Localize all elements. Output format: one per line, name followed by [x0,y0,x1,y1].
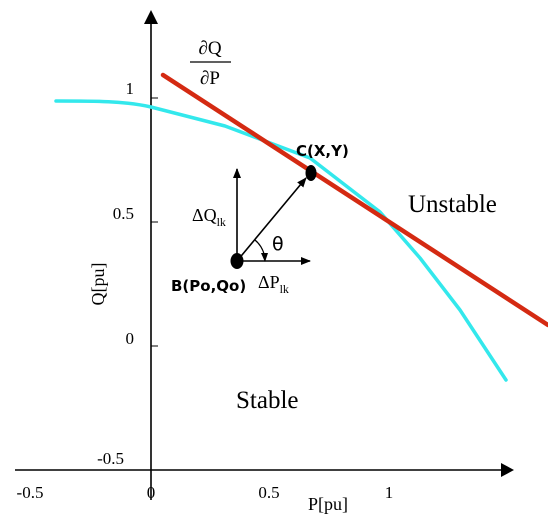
y-tick-label: 0 [126,329,135,348]
tangent-line [160,72,548,328]
x-tick-label: -0.5 [17,483,44,502]
pq-curve [54,99,508,382]
x-tick-label: 0.5 [258,483,279,502]
theta-arc-arrow-icon [261,253,268,262]
theta-label: θ [272,233,284,255]
bc-vector-arrow [236,177,307,262]
y-tick-label: 1 [126,79,135,98]
x-axis-arrow-icon [501,463,514,477]
unstable-region-label: Unstable [408,191,497,218]
point-b-marker [230,253,244,269]
y-axis-arrow-icon [144,10,158,24]
x-tick-label: 1 [385,483,394,502]
x-tick-label: 0 [147,483,156,502]
point-b-label: B(Po,Qo) [171,277,246,295]
y-axis-label: Q[pu] [88,263,108,306]
point-c-marker [305,165,317,181]
dp-label: ΔPlk [258,272,289,296]
stable-region-label: Stable [236,387,299,414]
x-axis-label: P[pu] [308,494,348,514]
gradient-numerator: ∂Q [198,38,221,59]
y-tick-label: 0.5 [113,204,134,223]
gradient-denominator: ∂P [200,68,220,89]
point-c-label: C(X,Y) [296,142,349,160]
dq-label: ΔQlk [192,205,226,229]
y-tick-label: -0.5 [97,449,124,468]
